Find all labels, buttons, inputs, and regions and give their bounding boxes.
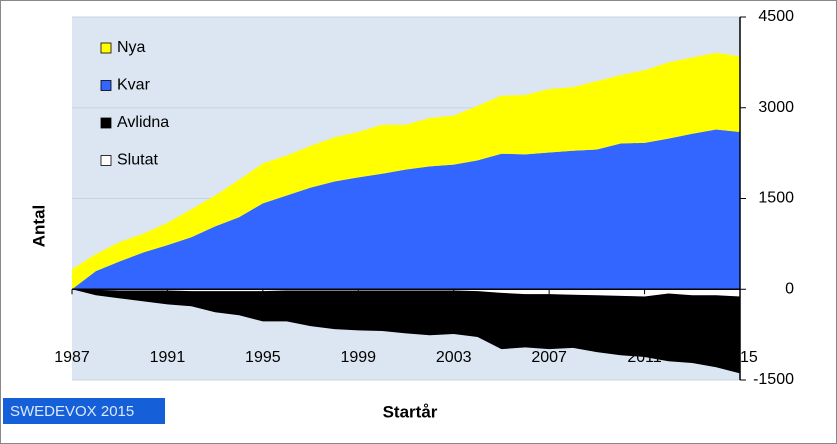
y-tick-label: -1500 — [753, 371, 794, 388]
legend-label: Slutat — [117, 152, 158, 169]
x-tick-label: 2011 — [627, 349, 662, 366]
footnote-box — [3, 398, 165, 424]
legend-label: Nya — [117, 39, 146, 56]
legend-marker — [100, 42, 112, 54]
area — [72, 129, 740, 290]
footnote: SWEDEVOX 2015 — [10, 403, 134, 420]
x-tick-label: 2007 — [531, 349, 567, 366]
x-tick-label: 1999 — [340, 349, 376, 366]
x-tick-label: 1987 — [54, 349, 90, 366]
y-tick-label: 4500 — [758, 8, 794, 25]
area — [72, 52, 740, 290]
x-axis-label: Startår — [383, 402, 438, 421]
x-tick-label: 2015 — [722, 349, 758, 366]
area — [72, 289, 740, 374]
legend-label: Avlidna — [117, 114, 169, 131]
x-tick-label: 1995 — [245, 349, 281, 366]
y-tick-label: 0 — [785, 280, 794, 297]
legend-marker — [100, 155, 112, 166]
legend-label: Kvar — [117, 77, 151, 94]
y-tick-label: 3000 — [758, 99, 794, 116]
y-tick-label: 1500 — [758, 190, 794, 207]
x-tick-label: 1991 — [150, 349, 186, 366]
x-tick-label: 2003 — [436, 349, 472, 366]
y-axis-label: Antal — [29, 205, 48, 248]
legend-marker — [100, 117, 112, 129]
legend-marker — [100, 80, 112, 91]
